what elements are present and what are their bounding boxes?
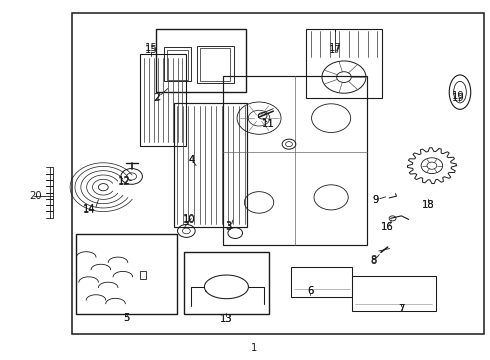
Text: 14: 14 <box>83 206 96 216</box>
Text: 13: 13 <box>220 314 233 324</box>
Bar <box>199 48 230 81</box>
Text: 17: 17 <box>329 45 342 55</box>
Bar <box>352 276 436 311</box>
Bar <box>292 267 352 297</box>
Bar <box>140 54 186 146</box>
Text: 7: 7 <box>398 304 405 314</box>
Text: 6: 6 <box>307 286 313 296</box>
Bar <box>156 30 246 92</box>
Bar <box>197 45 234 83</box>
Text: 4: 4 <box>188 155 195 165</box>
Text: 15: 15 <box>145 44 158 53</box>
Text: 18: 18 <box>422 200 435 210</box>
Bar <box>184 252 270 315</box>
Bar <box>140 271 146 279</box>
Text: 9: 9 <box>373 195 379 205</box>
Text: 5: 5 <box>123 313 130 323</box>
Bar <box>306 30 382 98</box>
Text: 2: 2 <box>154 92 160 102</box>
Text: 8: 8 <box>370 256 376 266</box>
Text: 8: 8 <box>370 255 376 265</box>
Text: 16: 16 <box>381 222 394 232</box>
Text: 6: 6 <box>307 286 313 296</box>
Text: 1: 1 <box>250 343 257 353</box>
Text: 11: 11 <box>262 120 275 129</box>
Text: 4: 4 <box>188 154 195 165</box>
Text: 13: 13 <box>220 314 233 324</box>
Text: 2: 2 <box>153 93 159 103</box>
Bar <box>167 50 188 80</box>
Text: 16: 16 <box>381 222 394 232</box>
Text: 3: 3 <box>226 222 232 231</box>
Text: 9: 9 <box>373 195 379 205</box>
Bar <box>164 47 191 81</box>
Text: 10: 10 <box>182 215 195 224</box>
Text: 20: 20 <box>29 191 42 201</box>
Text: 12: 12 <box>118 177 131 187</box>
Text: 17: 17 <box>329 44 342 53</box>
Text: 7: 7 <box>398 304 405 314</box>
Text: 11: 11 <box>262 120 275 129</box>
Text: 19: 19 <box>452 93 465 103</box>
Text: 18: 18 <box>422 200 435 210</box>
Bar <box>72 13 485 334</box>
Text: 5: 5 <box>123 313 130 323</box>
Bar <box>223 76 367 244</box>
Bar <box>76 234 176 315</box>
Text: 15: 15 <box>145 45 158 55</box>
Text: 12: 12 <box>118 176 131 186</box>
Bar <box>174 103 247 226</box>
Text: 10: 10 <box>182 215 195 225</box>
Text: 3: 3 <box>226 221 232 231</box>
Text: 14: 14 <box>83 204 96 215</box>
Text: 19: 19 <box>452 91 465 101</box>
